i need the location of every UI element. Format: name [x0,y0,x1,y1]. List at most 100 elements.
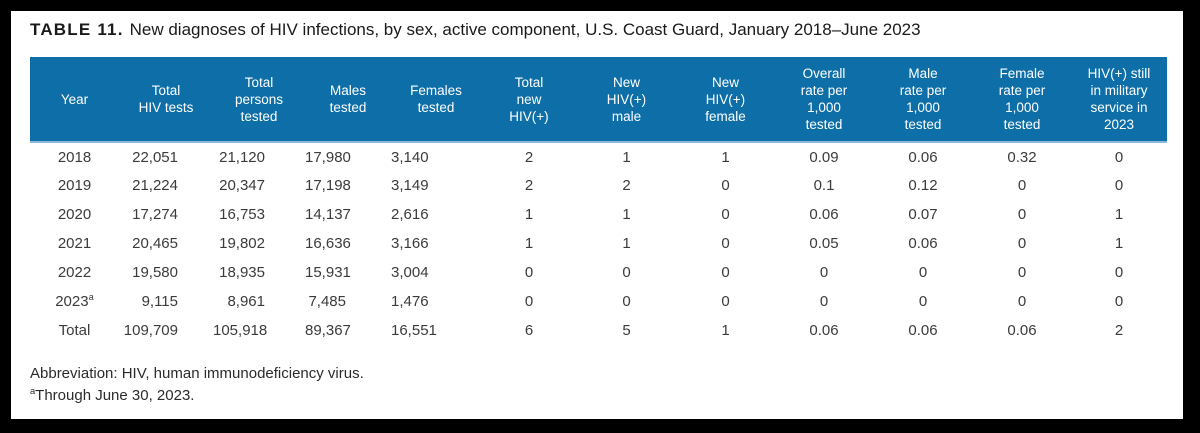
value-cell: 19,802 [219,235,265,252]
value-cell: 7,485 [308,293,346,310]
value-cell: 1 [1114,235,1124,252]
year-cell: 2019 [57,177,92,194]
col-header-year: Year [30,57,119,143]
value-cell: 3,140 [391,148,429,166]
table-row-2018: 2018 22,051 21,120 17,980 3,140 2 1 1 0.… [30,142,1167,171]
value-cell: 1 [721,322,730,339]
value-cell: 0 [1017,235,1027,252]
value-cell: 6 [524,322,534,339]
value-cell: 18,935 [219,264,265,281]
col-header-males-tested: Males tested [305,57,391,143]
value-cell: 3,166 [391,235,429,252]
col-header-male-rate: Male rate per 1,000 tested [873,57,973,143]
table-row-total: Total 109,709 105,918 89,367 16,551 6 5 … [30,316,1167,345]
table-title-text: New diagnoses of HIV infections, by sex,… [129,20,921,39]
col-header-total-persons-tested: Total persons tested [213,57,305,143]
col-header-total-new-hiv: Total new HIV(+) [481,57,577,143]
header-row: Year Total HIV tests Total persons teste… [30,57,1167,143]
value-cell: 2,616 [391,206,429,223]
table-title-label: TABLE 11. [30,20,124,39]
value-cell: 1 [622,148,631,166]
value-cell: 5 [622,322,631,339]
value-cell: 0.06 [908,148,938,166]
value-cell: 2 [622,177,631,194]
table-title: TABLE 11. New diagnoses of HIV infections… [30,20,921,40]
value-cell: 89,367 [305,322,351,339]
value-cell: 0 [1114,177,1124,194]
value-cell: 0 [918,264,928,281]
value-cell: 0 [918,293,928,310]
value-cell: 1 [622,206,631,223]
value-cell: 0.09 [809,148,839,166]
year-cell: 2018 [57,148,92,166]
footnote-marker: a [30,386,36,396]
footnote-abbreviation: Abbreviation: HIV, human immunodeficienc… [30,365,364,382]
value-cell: 105,918 [213,322,268,339]
table-page: TABLE 11. New diagnoses of HIV infections… [11,11,1183,419]
value-cell: 0 [1017,293,1027,310]
value-cell: 15,931 [305,264,351,281]
value-cell: 0.07 [908,206,938,223]
value-cell: 20,465 [132,235,178,252]
value-cell: 1,476 [391,293,429,310]
value-cell: 0 [1114,264,1124,281]
value-cell: 21,224 [132,177,178,194]
value-cell: 0 [1114,148,1124,166]
value-cell: 17,980 [305,148,351,166]
value-cell: 2 [524,177,534,194]
value-cell: 0.06 [1007,322,1037,339]
year-cell: 2020 [57,206,92,223]
footnotes: Abbreviation: HIV, human immunodeficienc… [30,363,364,407]
value-cell: 0 [819,293,829,310]
value-cell: 0.12 [908,177,938,194]
value-cell: 1 [721,148,730,166]
value-cell: 0 [1017,177,1027,194]
value-cell: 1 [524,235,534,252]
year-cell: 2022 [57,264,92,281]
col-header-female-rate: Female rate per 1,000 tested [973,57,1071,143]
value-cell: 0 [721,206,730,223]
value-cell: 16,551 [391,322,437,339]
value-cell: 109,709 [123,322,178,339]
value-cell: 0 [1017,206,1027,223]
table-row-2022: 2022 19,580 18,935 15,931 3,004 0 0 0 0 … [30,258,1167,287]
value-cell: 14,137 [305,206,351,223]
col-header-overall-rate: Overall rate per 1,000 tested [775,57,873,143]
year-footnote-marker: a [88,292,94,302]
col-header-new-hiv-female: New HIV(+) female [676,57,775,143]
value-cell: 0 [622,264,631,281]
value-cell: 0 [721,293,730,310]
table-row-2023: 2023a 9,115 8,961 7,485 1,476 0 0 0 0 0 … [30,287,1167,316]
year-cell: 2023a [55,292,94,310]
col-header-total-hiv-tests: Total HIV tests [119,57,213,143]
value-cell: 17,274 [132,206,178,223]
value-cell: 0.06 [809,322,839,339]
value-cell: 16,753 [219,206,265,223]
value-cell: 3,004 [391,264,429,281]
value-cell: 1 [622,235,631,252]
value-cell: 8,961 [227,293,265,310]
value-cell: 0 [1114,293,1124,310]
value-cell: 0 [1017,264,1027,281]
value-cell: 0 [819,264,829,281]
value-cell: 17,198 [305,177,351,194]
value-cell: 1 [524,206,534,223]
value-cell: 0.1 [813,177,835,194]
value-cell: 0 [622,293,631,310]
value-cell: 0 [524,293,534,310]
value-cell: 3,149 [391,177,429,194]
value-cell: 16,636 [305,235,351,252]
value-cell: 2 [1114,322,1124,339]
value-cell: 22,051 [132,148,178,166]
value-cell: 0 [721,235,730,252]
footnote-through-date: aThrough June 30, 2023. [30,386,195,404]
value-cell: 9,115 [141,293,178,310]
value-cell: 0 [721,177,730,194]
table-row-2020: 2020 17,274 16,753 14,137 2,616 1 1 0 0.… [30,200,1167,229]
value-cell: 21,120 [219,148,265,166]
value-cell: 0 [721,264,730,281]
value-cell: 0.06 [908,322,938,339]
col-header-females-tested: Females tested [391,57,481,143]
table-row-2019: 2019 21,224 20,347 17,198 3,149 2 2 0 0.… [30,171,1167,200]
value-cell: 0.06 [809,206,839,223]
